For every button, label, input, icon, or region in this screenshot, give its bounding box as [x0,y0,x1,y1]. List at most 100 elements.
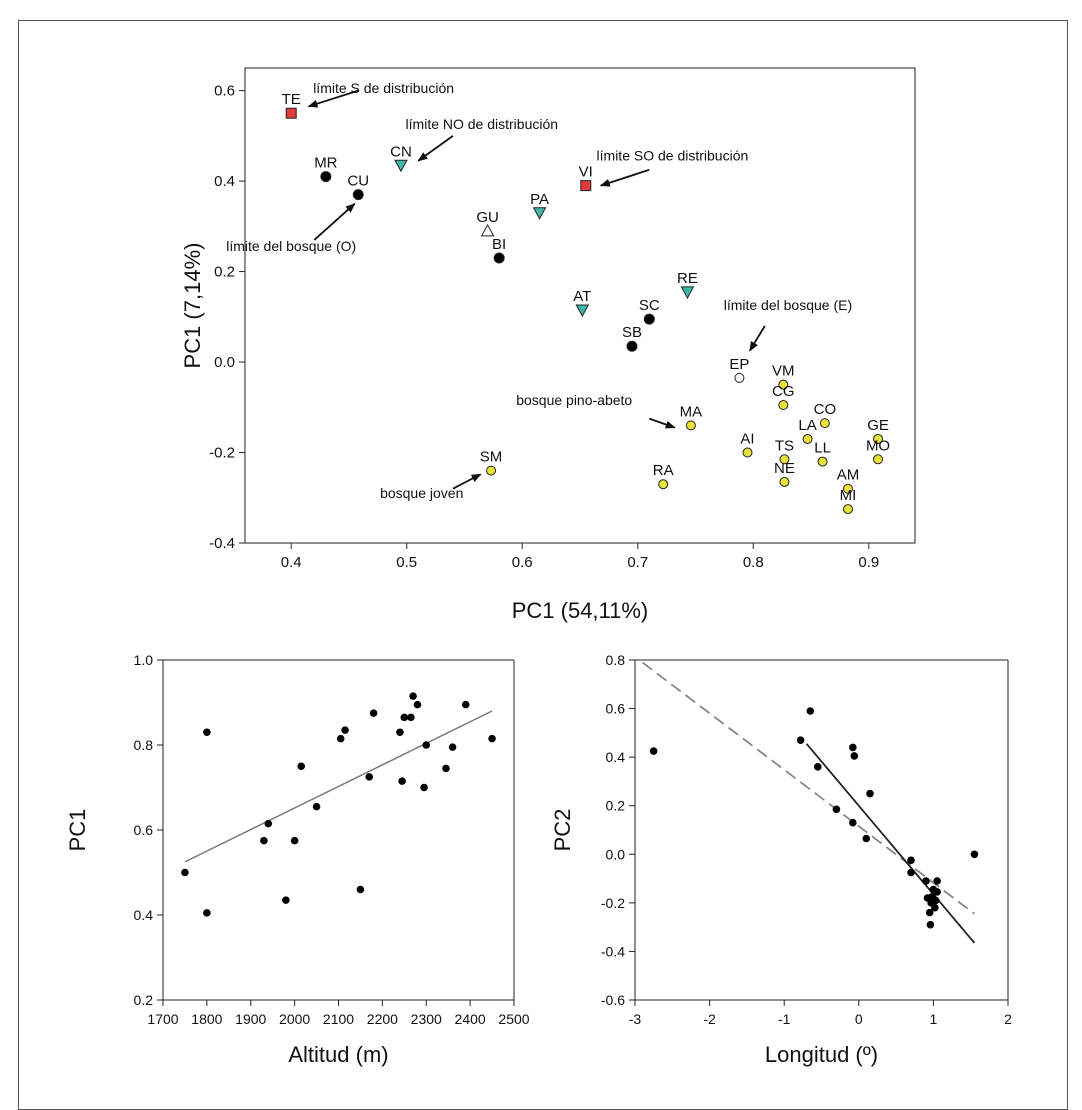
scatter-point [336,734,345,743]
scatter-point [832,805,841,814]
point-label: AI [740,431,754,448]
annotation-arrow [307,89,359,108]
y-tick-label: -0.2 [209,445,235,462]
scatter-point [907,856,915,865]
y-axis-title: PC1 (7,14%) [180,243,205,369]
scatter-point [970,850,979,859]
point-label: CN [390,143,412,160]
trend-line-dashed [641,661,975,915]
trend-line [184,710,493,863]
x-tick-label: 0.4 [281,554,302,571]
annotation-arrow [417,135,454,162]
x-axis-title: Altitud (m) [288,1042,388,1067]
point-AT [575,304,590,318]
point-label: VM [772,363,795,380]
scatter-point [849,743,857,752]
scatter-point [290,836,299,845]
x-tick-label: 2 [1004,1011,1012,1027]
point-VI [580,180,592,192]
point-label: SB [622,324,642,341]
scatter-point [922,877,930,885]
annotation-arrow [649,417,676,429]
y-tick-label: 0.6 [214,83,235,100]
y-tick-label: -0.2 [601,895,625,911]
scatter-point [931,903,939,912]
point-PA [532,207,547,220]
scatter-point [203,728,211,737]
point-label: NE [774,460,795,477]
x-tick-label: 2100 [323,1011,354,1027]
scatter-point [796,736,805,744]
trend-line-solid [805,743,976,944]
point-MO [873,454,884,465]
y-tick-label: -0.4 [601,943,625,959]
x-tick-label: 2200 [367,1011,398,1027]
point-label: LL [814,440,831,457]
x-tick-label: 1 [930,1011,938,1027]
y-tick-label: 0.8 [134,737,154,753]
point-MA [685,420,696,431]
point-label: EP [729,356,749,373]
x-tick-label: 0.9 [858,554,879,571]
x-tick-label: -3 [629,1011,642,1027]
point-EP [734,372,745,383]
x-tick-label: 0.8 [743,554,764,571]
point-label: AM [837,467,860,484]
x-tick-label: 0.6 [512,554,533,571]
x-tick-label: 0.5 [396,554,417,571]
annotation-label: bosque pino-abeto [516,392,632,408]
x-tick-label: 1700 [147,1011,178,1027]
x-tick-label: 1800 [191,1011,222,1027]
point-VM [778,379,789,390]
point-CG [778,400,789,411]
point-label: RA [653,462,674,479]
scatter-point [413,700,422,709]
point-RE [680,286,695,299]
scatter-point [396,728,404,737]
y-tick-label: 0.4 [134,907,154,923]
scatter-point [203,909,211,917]
y-tick-label: 0.6 [134,822,154,838]
x-tick-label: 1900 [235,1011,266,1027]
point-label: AT [573,288,591,305]
scatter-point [181,868,189,877]
scatter-point [365,773,374,781]
point-TE [285,107,297,119]
point-SC [643,313,655,325]
scatter-point [282,896,290,904]
point-TS [779,454,790,465]
point-BI [493,252,505,264]
scatter-point [407,713,415,722]
annotation-label: bosque joven [380,485,463,501]
scatter-point [849,818,857,827]
scatter-point [420,783,428,792]
y-axis-title: PC1 [65,809,90,852]
point-AI [742,447,753,458]
point-SB [626,340,638,352]
point-GU [480,223,495,237]
x-tick-label: 0.7 [627,554,648,571]
scatter-point [907,868,915,877]
y-tick-label: -0.6 [601,992,625,1008]
scatter-point [931,896,940,905]
point-label: GU [476,209,499,226]
point-label: MR [314,155,337,172]
y-tick-label: 0.2 [214,264,235,281]
point-CN [394,159,408,173]
point-label: BI [492,236,506,253]
scatter-point [356,885,365,894]
scatter-point [312,802,321,811]
scatter-point [649,747,658,755]
x-tick-label: 2000 [279,1011,310,1027]
scatter-point [264,819,273,828]
y-tick-label: 0.6 [606,701,626,717]
x-tick-label: 0 [855,1011,863,1027]
y-tick-label: 0.0 [606,846,626,862]
y-tick-label: 0.0 [214,354,235,371]
scatter-point [422,741,431,749]
scatter-point [866,789,874,798]
point-MR [320,171,332,183]
point-label: RE [677,270,698,287]
point-label: TE [282,91,301,108]
